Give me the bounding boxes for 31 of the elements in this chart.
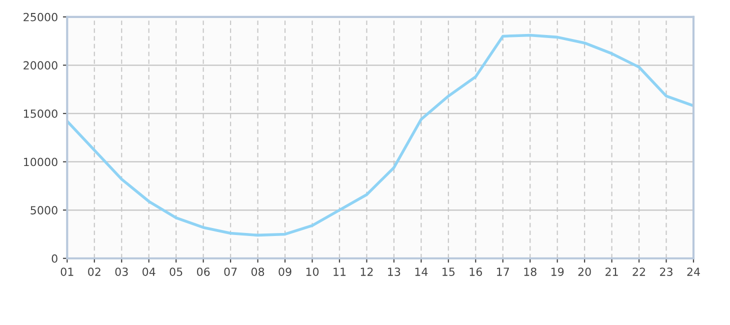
x-tick-label: 03 — [115, 268, 128, 276]
y-tick-label: 25000 — [24, 12, 58, 22]
x-tick-label: 05 — [170, 268, 182, 276]
x-tick-label: 15 — [442, 268, 455, 276]
x-tick-label: 06 — [196, 268, 210, 276]
x-tick-label: 23 — [660, 268, 672, 276]
x-tick-label: 16 — [470, 268, 482, 276]
y-tick-label: 5000 — [30, 206, 58, 214]
x-tick-label: 11 — [334, 268, 346, 276]
y-tick-label: 15000 — [24, 109, 58, 118]
x-tick-label: 21 — [606, 268, 618, 276]
x-tick-label: 20 — [578, 268, 591, 276]
x-tick-label: 17 — [497, 268, 509, 276]
x-tick-label: 22 — [632, 268, 645, 276]
x-tick-label: 19 — [551, 268, 564, 276]
x-tick-label: 08 — [251, 268, 264, 276]
x-tick-label: 14 — [415, 268, 428, 276]
x-tick-label: 18 — [524, 268, 536, 276]
x-tick-label: 24 — [687, 268, 700, 276]
x-tick-label: 02 — [88, 268, 100, 276]
x-tick-label: 12 — [360, 268, 373, 276]
x-tick-label: 10 — [306, 268, 319, 276]
x-tick-label: 07 — [224, 268, 237, 276]
y-tick-label: 20000 — [24, 61, 58, 70]
line-series — [67, 34, 694, 237]
x-tick-label: 13 — [388, 268, 400, 276]
y-tick-label: 10000 — [24, 158, 58, 166]
x-tick-label: 01 — [60, 268, 74, 276]
y-tick-label: 0 — [52, 254, 58, 263]
x-tick-label: 04 — [142, 268, 156, 276]
x-tick-label: 09 — [278, 268, 292, 276]
